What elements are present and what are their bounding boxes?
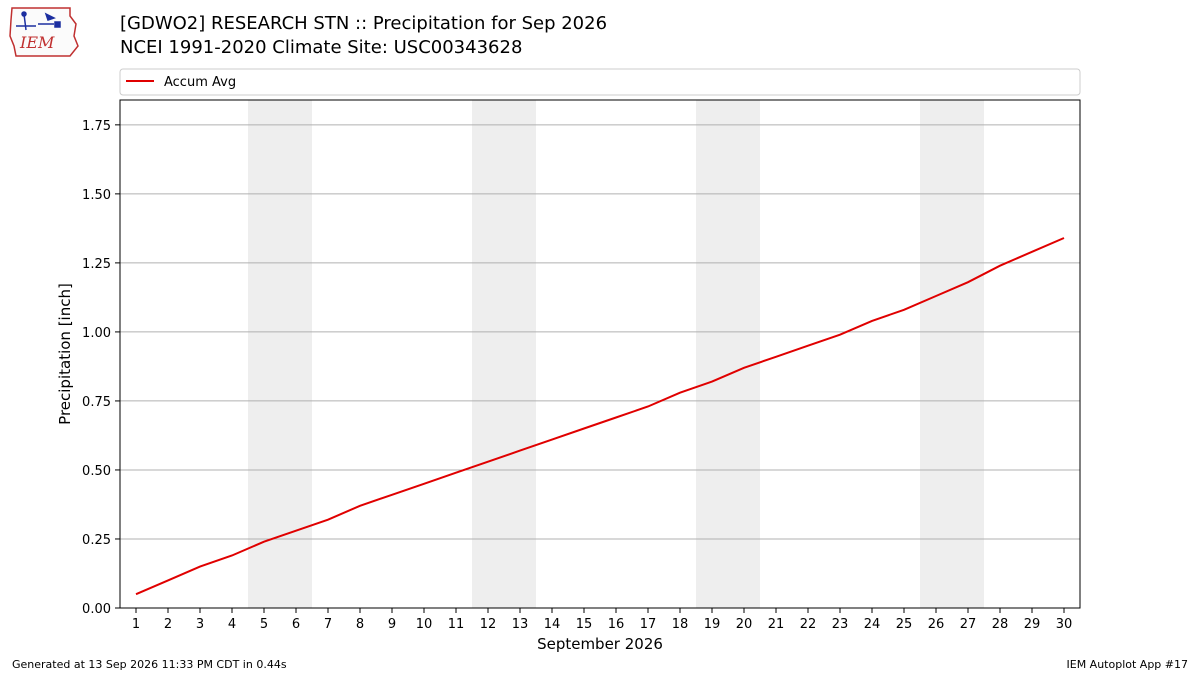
x-tick-label: 9 bbox=[388, 617, 396, 632]
y-tick-label: 0.00 bbox=[82, 602, 111, 617]
x-tick-label: 7 bbox=[324, 617, 332, 632]
y-axis: 0.00 0.25 0.50 0.75 1.00 1.25 1.50 1.75 bbox=[82, 119, 120, 617]
x-tick-label: 29 bbox=[1024, 617, 1041, 632]
x-tick-label: 19 bbox=[704, 617, 721, 632]
y-tick-label: 1.75 bbox=[82, 119, 111, 134]
x-tick-label: 25 bbox=[896, 617, 913, 632]
x-tick-label: 26 bbox=[928, 617, 945, 632]
x-tick-label: 16 bbox=[608, 617, 625, 632]
app-note: IEM Autoplot App #17 bbox=[1066, 658, 1189, 671]
x-tick-label: 14 bbox=[544, 617, 561, 632]
generated-note: Generated at 13 Sep 2026 11:33 PM CDT in… bbox=[12, 658, 287, 671]
x-tick-label: 18 bbox=[672, 617, 689, 632]
x-tick-label: 8 bbox=[356, 617, 364, 632]
x-tick-label: 22 bbox=[800, 617, 817, 632]
x-tick-label: 11 bbox=[448, 617, 465, 632]
x-tick-label: 1 bbox=[132, 617, 140, 632]
weekend-band-2 bbox=[472, 100, 536, 608]
legend: Accum Avg bbox=[119, 68, 1081, 96]
x-tick-label: 24 bbox=[864, 617, 881, 632]
x-tick-label: 5 bbox=[260, 617, 268, 632]
weekend-band-3 bbox=[696, 100, 760, 608]
series-line-accum-avg bbox=[135, 237, 1065, 596]
y-tick-label: 0.50 bbox=[82, 464, 111, 479]
x-tick-label: 12 bbox=[480, 617, 497, 632]
x-tick-label: 10 bbox=[416, 617, 433, 632]
x-tick-label: 15 bbox=[576, 617, 593, 632]
y-tick-label: 1.50 bbox=[82, 188, 111, 203]
x-tick-label: 17 bbox=[640, 617, 657, 632]
plot-frame bbox=[119, 99, 1081, 609]
x-tick-label: 6 bbox=[292, 617, 300, 632]
legend-label-accum-avg: Accum Avg bbox=[164, 75, 236, 90]
weekend-bands bbox=[248, 100, 984, 608]
x-tick-label: 4 bbox=[228, 617, 236, 632]
iem-logo: IEM bbox=[9, 7, 79, 57]
x-tick-label: 20 bbox=[736, 617, 753, 632]
x-tick-label: 28 bbox=[992, 617, 1009, 632]
weekend-band-1 bbox=[248, 100, 312, 608]
y-tick-label: 1.00 bbox=[82, 326, 111, 341]
x-axis-label: September 2026 bbox=[537, 635, 663, 653]
chart-title: [GDWO2] RESEARCH STN :: Precipitation fo… bbox=[120, 13, 608, 34]
x-tick-label: 27 bbox=[960, 617, 977, 632]
y-tick-label: 0.75 bbox=[82, 395, 111, 410]
y-tick-label: 0.25 bbox=[82, 533, 111, 548]
x-tick-label: 30 bbox=[1056, 617, 1073, 632]
y-tick-label: 1.25 bbox=[82, 257, 111, 272]
x-tick-label: 13 bbox=[512, 617, 529, 632]
x-axis: 1 2 3 4 5 6 7 8 9 10 11 12 13 14 15 16 17 18 19 20 21 22 23 24 2… bbox=[132, 608, 1072, 632]
weekend-band-4 bbox=[920, 100, 984, 608]
legend-box bbox=[119, 68, 1081, 96]
logo-text: IEM bbox=[19, 33, 55, 52]
x-tick-label: 21 bbox=[768, 617, 785, 632]
x-tick-label: 23 bbox=[832, 617, 849, 632]
x-tick-label: 3 bbox=[196, 617, 204, 632]
y-axis-label: Precipitation [inch] bbox=[56, 283, 74, 425]
chart-subtitle: NCEI 1991-2020 Climate Site: USC00343628 bbox=[120, 37, 523, 58]
gridlines bbox=[120, 124, 1080, 540]
x-tick-label: 2 bbox=[164, 617, 172, 632]
